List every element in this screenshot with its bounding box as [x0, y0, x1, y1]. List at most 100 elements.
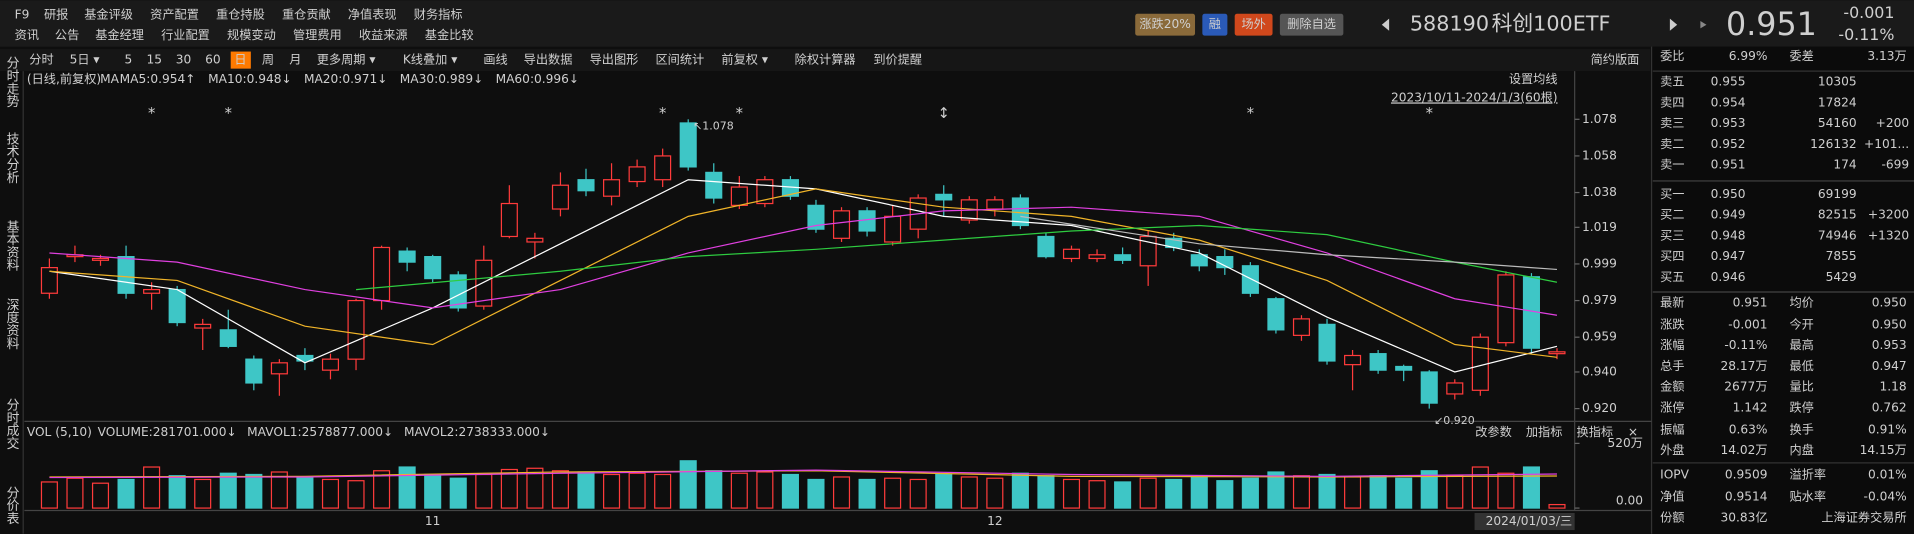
candle-body — [398, 250, 416, 263]
quote-value: 30.83亿 — [1720, 509, 1767, 524]
header-button[interactable] — [1135, 13, 1196, 36]
volume-bar — [858, 478, 876, 509]
book-volume: 54160 — [1818, 116, 1857, 130]
side-tab[interactable]: 分价表 — [3, 486, 18, 525]
x-tick-label: 11 — [425, 514, 441, 528]
header-button-label[interactable]: 删除自选 — [1287, 16, 1336, 31]
side-tab[interactable]: 分时成交 — [3, 398, 18, 450]
marker: * — [736, 105, 743, 122]
volume-bar — [756, 471, 774, 509]
candle-body — [347, 299, 365, 360]
nav-item[interactable]: 基金经理 — [95, 27, 144, 42]
nav-item[interactable]: 资讯 — [15, 28, 39, 42]
toolbar-item[interactable]: 月 — [289, 53, 301, 67]
stock-code: 588190 — [1410, 12, 1489, 36]
y-tick-label: 1.078 — [1582, 112, 1617, 126]
mavol-line — [49, 469, 1557, 479]
header-button[interactable] — [1234, 13, 1273, 36]
prev-arrow[interactable] — [1381, 18, 1390, 31]
nav-item[interactable]: 公告 — [55, 28, 79, 42]
side-tab[interactable]: 深度资料 — [3, 298, 18, 350]
nav-item[interactable]: 基金评级 — [84, 6, 133, 21]
volume-bar — [194, 478, 212, 509]
toolbar-item[interactable]: 5 — [125, 53, 133, 67]
y-tick-label: 0.999 — [1582, 256, 1617, 270]
toolbar-right[interactable]: 简约版面 — [1591, 52, 1640, 67]
y-tick-label: 0.979 — [1582, 293, 1617, 307]
quote-label: 上海证券交易所 — [1821, 509, 1906, 524]
nav-item[interactable]: 重仓贡献 — [282, 6, 331, 21]
nav-item[interactable]: 管理费用 — [293, 27, 342, 42]
vol-tool[interactable]: 加指标 — [1526, 424, 1563, 439]
quote-label: 溢折率 — [1789, 467, 1826, 482]
toolbar-item[interactable]: 更多周期 ▾ — [317, 53, 377, 67]
quote-value: 0.950 — [1872, 317, 1907, 331]
header-button[interactable] — [1202, 13, 1228, 36]
expand-arrow[interactable] — [1700, 21, 1707, 29]
nav-item[interactable]: 重仓持股 — [216, 6, 265, 21]
toolbar-item[interactable]: 分时 — [29, 53, 53, 67]
header-button-label[interactable]: 涨跌20% — [1139, 16, 1190, 31]
toolbar-item[interactable]: 到价提醒 — [873, 52, 922, 67]
marker: * — [225, 105, 232, 122]
nav-item[interactable]: 基金比较 — [425, 27, 474, 42]
book-label: 卖一 — [1660, 158, 1684, 172]
nav-item[interactable]: 财务指标 — [414, 6, 463, 21]
candle-body — [1241, 265, 1259, 294]
book-volume: 174 — [1833, 158, 1857, 172]
ma-line — [49, 188, 1558, 358]
nav-item[interactable]: 净值表现 — [348, 6, 397, 21]
candle-body — [935, 193, 953, 201]
legend-entry: MA60:0.996↓ — [496, 72, 580, 86]
nav-item[interactable]: F9 — [15, 7, 30, 21]
side-tab[interactable]: 基本资料 — [3, 220, 18, 272]
toolbar-item[interactable]: 日 — [234, 53, 246, 67]
y-tick-label: 0.959 — [1582, 330, 1617, 344]
toolbar-item[interactable]: 除权计算器 — [795, 52, 856, 67]
nav-item[interactable]: 资产配置 — [150, 7, 199, 21]
volume-bar — [1369, 475, 1387, 509]
ma-line — [49, 206, 1558, 316]
quote-label: 份额 — [1660, 510, 1684, 524]
header-button[interactable] — [1279, 13, 1344, 36]
toolbar-item[interactable]: 区间统计 — [655, 53, 704, 67]
header-button-label[interactable]: 融 — [1209, 17, 1221, 31]
nav-item[interactable]: 行业配置 — [161, 28, 210, 42]
toolbar-item[interactable]: 前复权 ▾ — [721, 52, 768, 67]
toolbar-item[interactable]: 15 — [146, 53, 162, 67]
header-button-label[interactable]: 场外 — [1241, 17, 1265, 31]
nav-item[interactable]: 研报 — [44, 6, 68, 21]
y-tick-label: 1.058 — [1582, 148, 1617, 162]
quote-value: 14.02万 — [1720, 443, 1767, 457]
book-volume: 5429 — [1826, 270, 1857, 284]
volume-bar — [1165, 478, 1183, 509]
toolbar-item[interactable]: 5日 ▾ — [70, 53, 101, 67]
side-tab[interactable]: 分时走势 — [3, 56, 18, 108]
side-tab[interactable]: 技术分析 — [3, 132, 18, 184]
candle-body — [526, 237, 544, 243]
nav-item[interactable]: 规模变动 — [227, 27, 276, 42]
y-tick-label: 520万 — [1608, 436, 1643, 450]
volume-bar — [781, 473, 799, 509]
volume-bar — [168, 475, 186, 509]
book-volume: 126132 — [1810, 137, 1857, 151]
vol-tool[interactable]: × — [1628, 425, 1638, 439]
toolbar-item[interactable]: 30 — [176, 53, 192, 67]
next-arrow[interactable] — [1669, 18, 1678, 31]
toolbar-item[interactable]: 画线 — [483, 53, 507, 67]
volume-bar — [1114, 481, 1132, 509]
book-price: 0.954 — [1711, 95, 1746, 109]
vol-tool[interactable]: 改参数 — [1475, 424, 1512, 439]
vol-tool[interactable]: 换指标 — [1577, 424, 1614, 439]
toolbar-item[interactable]: 导出图形 — [590, 53, 639, 67]
toolbar-item[interactable]: 周 — [262, 53, 274, 67]
toolbar-item[interactable]: K线叠加 ▾ — [403, 53, 458, 67]
book-change: +1320 — [1868, 228, 1909, 242]
volume-bar — [66, 477, 84, 509]
volume-bar — [1088, 480, 1106, 509]
toolbar-item[interactable]: 导出数据 — [524, 52, 573, 67]
toolbar-item[interactable]: 60 — [205, 53, 221, 67]
date-box — [1474, 512, 1575, 531]
settings-label[interactable]: 设置均线 — [1509, 72, 1558, 86]
nav-item[interactable]: 收益来源 — [359, 28, 408, 42]
